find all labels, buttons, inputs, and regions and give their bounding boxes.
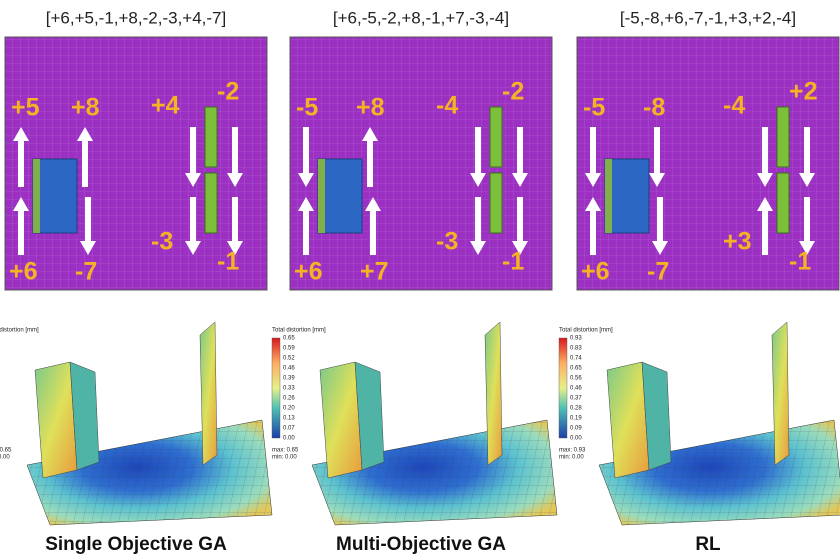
- distortion-result: [312, 322, 557, 525]
- arrow-label: +6: [294, 258, 323, 286]
- figure: [+6,+5,-1,+8,-2,-3,+4,-7] +5 +8 +4 -2 +6 -7 -3 -…: [0, 0, 840, 559]
- sequence-label: [+6,+5,-1,+8,-2,-3,+4,-7]: [46, 8, 227, 27]
- legend-tick-label: 0.46: [283, 366, 295, 372]
- part-strip: [205, 107, 217, 167]
- arrow-label: -1: [789, 248, 811, 276]
- legend-tick-label: 0.59: [283, 346, 295, 352]
- legend-min: min: 0.00: [272, 455, 297, 461]
- arrow-label: +8: [71, 94, 100, 122]
- distortion-result: [27, 322, 272, 525]
- arrow-label: -8: [643, 94, 665, 122]
- legend-tick-label: 0.46: [570, 386, 582, 392]
- legend-title: Total distortion [mm]: [0, 328, 39, 334]
- wall-block: [607, 362, 649, 478]
- part-strip: [777, 107, 789, 167]
- caption: Single Objective GA: [45, 534, 227, 555]
- arrow-label: +7: [360, 258, 389, 286]
- arrow-label: +8: [356, 94, 385, 122]
- arrow-label: -3: [151, 228, 173, 256]
- legend-tick-label: 0.09: [570, 426, 582, 432]
- legend-tick-label: 0.93: [570, 336, 582, 342]
- color-bar: [272, 338, 280, 438]
- part-block-edge: [605, 159, 612, 233]
- caption: Multi-Objective GA: [336, 534, 506, 555]
- legend-tick-label: 0.65: [570, 366, 582, 372]
- arrow-label: -5: [583, 94, 605, 122]
- arrow-label: -5: [296, 94, 318, 122]
- arrow-label: +3: [723, 228, 752, 256]
- arrow-label: -1: [502, 248, 524, 276]
- part-block-edge: [33, 159, 40, 233]
- arrow-label: -2: [502, 78, 524, 106]
- wall-thin: [485, 322, 502, 465]
- legend-tick-label: 0.00: [283, 436, 295, 442]
- color-bar: [559, 338, 567, 438]
- legend-tick-label: 0.52: [283, 356, 295, 362]
- legend-tick-label: 0.39: [283, 376, 295, 382]
- legend-tick-label: 0.00: [570, 436, 582, 442]
- arrow-label: -1: [217, 248, 239, 276]
- panel: [+6,+5,-1,+8,-2,-3,+4,-7] +5 +8 +4 -2 +6 -7 -3 -…: [0, 8, 272, 555]
- arrow-label: -4: [723, 92, 745, 120]
- legend-tick-label: 0.37: [570, 396, 582, 402]
- wall-block: [35, 362, 77, 478]
- arrow-label: +4: [151, 92, 180, 120]
- panel: [-5,-8,+6,-7,-1,+3,+2,-4] -5 -8 -4 +2 +6 -7 +3 -…: [559, 8, 840, 555]
- arrow-label: -7: [75, 258, 97, 286]
- legend-tick-label: 0.28: [570, 406, 582, 412]
- legend-tick-label: 0.07: [283, 426, 295, 432]
- wall-thin: [200, 322, 217, 465]
- distortion-result: [599, 322, 840, 525]
- arrow-label: -4: [436, 92, 458, 120]
- arrow-label: -7: [647, 258, 669, 286]
- legend-tick-label: 0.33: [283, 386, 295, 392]
- legend-tick-label: 0.56: [570, 376, 582, 382]
- wall-block: [320, 362, 362, 478]
- arrow-label: +6: [9, 258, 38, 286]
- legend-tick-label: 0.83: [570, 346, 582, 352]
- arrow-label: -2: [217, 78, 239, 106]
- legend-tick-label: 0.19: [570, 416, 582, 422]
- sequence-label: [-5,-8,+6,-7,-1,+3,+2,-4]: [620, 8, 796, 27]
- legend-title: Total distortion [mm]: [559, 328, 613, 334]
- caption: RL: [695, 534, 721, 555]
- part-strip: [777, 173, 789, 233]
- part-strip: [205, 173, 217, 233]
- arrow-label: +5: [11, 94, 40, 122]
- arrow-label: +6: [581, 258, 610, 286]
- legend-tick-label: 0.20: [283, 406, 295, 412]
- part-strip: [490, 107, 502, 167]
- legend-max: max: 0.65: [0, 448, 12, 454]
- legend-tick-label: 0.26: [283, 396, 295, 402]
- part-block-edge: [318, 159, 325, 233]
- legend-tick-label: 0.13: [283, 416, 295, 422]
- legend-max: max: 0.65: [272, 448, 299, 454]
- legend-title: Total distortion [mm]: [272, 328, 326, 334]
- legend-min: min: 0.00: [0, 455, 10, 461]
- sequence-label: [+6,-5,-2,+8,-1,+7,-3,-4]: [333, 8, 509, 27]
- legend-tick-label: 0.65: [283, 336, 295, 342]
- part-strip: [490, 173, 502, 233]
- legend-max: max: 0.93: [559, 448, 586, 454]
- wall-thin: [772, 322, 789, 465]
- legend-tick-label: 0.74: [570, 356, 582, 362]
- arrow-label: +2: [789, 78, 818, 106]
- arrow-label: -3: [436, 228, 458, 256]
- legend-min: min: 0.00: [559, 455, 584, 461]
- panel: [+6,-5,-2,+8,-1,+7,-3,-4] -5 +8 -4 -2 +6 +7 -3 -…: [272, 8, 557, 555]
